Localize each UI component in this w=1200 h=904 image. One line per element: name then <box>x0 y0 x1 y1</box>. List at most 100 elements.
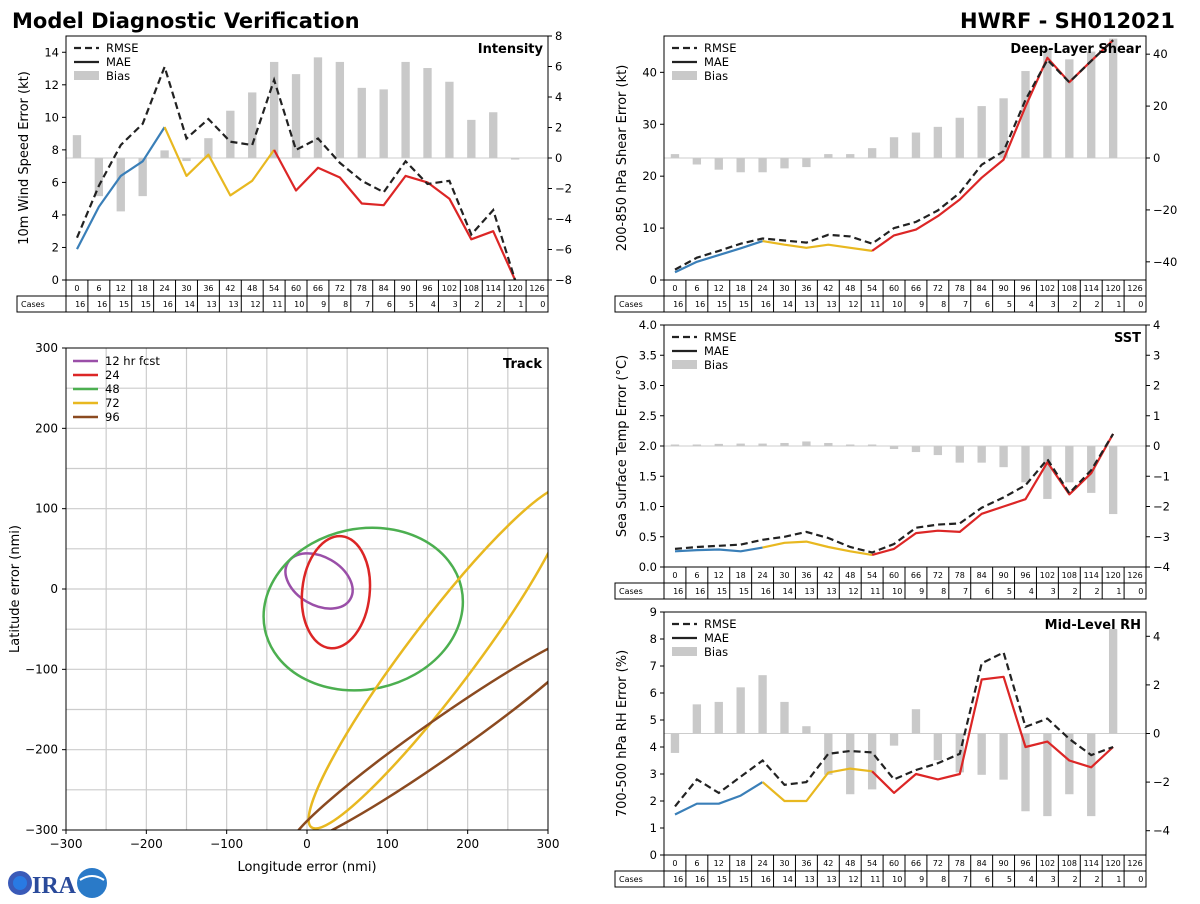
lead-hour-label: 0 <box>672 571 677 580</box>
lead-hour-label: 6 <box>694 284 699 293</box>
mae-line-late <box>871 39 1114 252</box>
lead-hour-label: 96 <box>1020 571 1030 580</box>
lead-hour-label: 48 <box>845 284 855 293</box>
case-count: 16 <box>673 875 683 884</box>
lead-hour-label: 12 <box>714 859 724 868</box>
legend-label: 12 hr fcst <box>105 354 160 368</box>
bias-bar-24 <box>160 150 169 158</box>
mae-line-mid <box>762 240 873 252</box>
y-tick-label: 8 <box>52 143 59 157</box>
case-count: 2 <box>1094 300 1099 309</box>
case-count: 1 <box>1116 875 1121 884</box>
case-count: 8 <box>941 300 946 309</box>
x-tick-label: −100 <box>210 837 243 851</box>
y-axis-label: Sea Surface Temp Error (°C) <box>615 355 630 537</box>
y-tick-label: 14 <box>44 45 59 59</box>
cases-header: Cases <box>619 587 643 596</box>
case-count: 16 <box>673 300 683 309</box>
y2-tick-label: −20 <box>1153 203 1177 217</box>
y-tick-label: 6 <box>650 686 657 700</box>
bias-bar-60 <box>889 733 899 746</box>
bias-bar-84 <box>379 89 388 158</box>
y-tick-label: 3.0 <box>639 379 657 393</box>
case-count: 16 <box>695 587 705 596</box>
case-count: 13 <box>805 300 815 309</box>
bias-bar-114 <box>489 112 498 158</box>
panel-title: Track <box>503 357 542 372</box>
case-count: 15 <box>717 587 727 596</box>
bias-bar-120 <box>1108 629 1118 734</box>
x-tick-label: −300 <box>50 837 83 851</box>
lead-hour-label: 126 <box>1127 571 1142 580</box>
lead-hour-label: 42 <box>823 284 833 293</box>
legend-label: RMSE <box>106 41 138 55</box>
lead-hour-label: 114 <box>1084 571 1099 580</box>
case-count: 14 <box>783 300 793 309</box>
bias-bar-78 <box>357 87 366 158</box>
lead-hour-label: 54 <box>867 284 877 293</box>
lead-hour-label: 48 <box>845 571 855 580</box>
y2-tick-label: 0 <box>1153 151 1160 165</box>
lead-hour-label: 6 <box>694 571 699 580</box>
case-count: 15 <box>717 875 727 884</box>
bias-bar-96 <box>1021 733 1030 812</box>
bias-bar-54 <box>867 148 877 158</box>
mae-line-late <box>871 433 1115 556</box>
y-tick-label: −300 <box>25 823 58 837</box>
case-count: 6 <box>985 587 990 596</box>
y-tick-label: 0 <box>50 582 58 596</box>
case-count: 9 <box>321 300 326 309</box>
lead-hour-label: 108 <box>1062 859 1077 868</box>
case-count: 15 <box>739 300 749 309</box>
bias-bar-72 <box>933 126 943 158</box>
case-count: 6 <box>985 300 990 309</box>
bias-bar-30 <box>182 158 191 162</box>
bias-bar-12 <box>714 158 723 170</box>
x-axis-label: Longitude error (nmi) <box>237 860 376 875</box>
lead-hour-label: 90 <box>998 859 1008 868</box>
y2-tick-label: 0 <box>1153 727 1160 741</box>
lead-hour-label: 84 <box>977 284 987 293</box>
y-tick-label: −200 <box>25 743 58 757</box>
bias-bar-18 <box>736 443 745 446</box>
lead-hour-label: 66 <box>313 284 323 293</box>
mae-line-late <box>273 149 517 281</box>
case-count: 6 <box>985 875 990 884</box>
lead-hour-label: 30 <box>181 284 191 293</box>
y2-tick-label: −2 <box>1153 500 1170 514</box>
bias-bar-90 <box>999 98 1008 158</box>
lead-hour-label: 126 <box>1127 859 1142 868</box>
bias-bar-60 <box>889 137 899 158</box>
lead-hour-label: 12 <box>714 284 724 293</box>
lead-hour-label: 6 <box>96 284 101 293</box>
y2-tick-label: 20 <box>1153 99 1168 113</box>
legend-label: Bias <box>704 358 728 372</box>
case-count: 11 <box>272 300 282 309</box>
bias-bar-90 <box>999 733 1008 780</box>
case-count: 2 <box>496 300 501 309</box>
bias-bar-36 <box>802 726 811 734</box>
lead-hour-label: 60 <box>291 284 301 293</box>
case-count: 9 <box>919 587 924 596</box>
rmse-line <box>674 433 1115 554</box>
y-axis-label: 200-850 hPa Shear Error (kt) <box>615 65 630 252</box>
lead-hour-label: 42 <box>823 859 833 868</box>
lead-hour-label: 54 <box>269 284 279 293</box>
y-tick-label: 10 <box>44 110 59 124</box>
case-count: 0 <box>540 300 545 309</box>
lead-hour-label: 18 <box>736 284 746 293</box>
case-count: 8 <box>941 587 946 596</box>
case-count: 4 <box>1029 875 1034 884</box>
bias-bar-60 <box>889 446 899 450</box>
lead-hour-label: 126 <box>529 284 544 293</box>
ellipse-24 <box>300 534 372 650</box>
case-count: 11 <box>870 300 880 309</box>
case-count: 16 <box>163 300 173 309</box>
legend-bias-swatch <box>672 647 697 656</box>
bias-bar-66 <box>911 709 921 734</box>
case-count: 13 <box>805 587 815 596</box>
bias-bar-18 <box>736 158 745 173</box>
lead-hour-label: 102 <box>1040 284 1055 293</box>
